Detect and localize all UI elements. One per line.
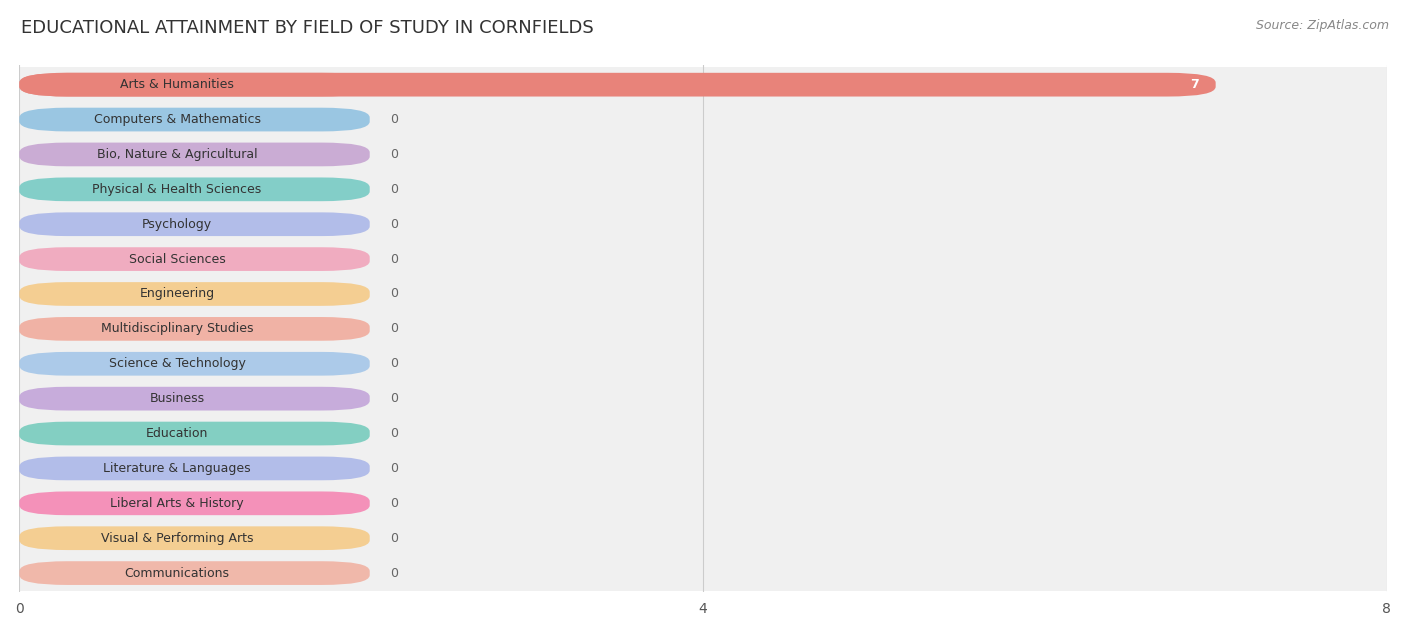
FancyBboxPatch shape	[20, 526, 370, 550]
FancyBboxPatch shape	[20, 312, 1386, 346]
Text: 0: 0	[391, 357, 398, 370]
FancyBboxPatch shape	[20, 492, 370, 515]
FancyBboxPatch shape	[20, 352, 370, 375]
FancyBboxPatch shape	[20, 73, 370, 97]
FancyBboxPatch shape	[20, 73, 1216, 97]
FancyBboxPatch shape	[20, 457, 370, 480]
Text: Engineering: Engineering	[139, 288, 215, 300]
Text: 0: 0	[391, 288, 398, 300]
Text: 0: 0	[391, 113, 398, 126]
FancyBboxPatch shape	[20, 102, 1386, 137]
Text: Literature & Languages: Literature & Languages	[103, 462, 250, 475]
FancyBboxPatch shape	[20, 213, 370, 236]
FancyBboxPatch shape	[20, 177, 370, 201]
Text: 0: 0	[391, 322, 398, 336]
Text: 0: 0	[391, 218, 398, 231]
FancyBboxPatch shape	[20, 346, 1386, 381]
Text: Education: Education	[146, 427, 208, 440]
FancyBboxPatch shape	[20, 317, 370, 341]
Text: Business: Business	[149, 392, 205, 405]
Text: 0: 0	[391, 252, 398, 266]
FancyBboxPatch shape	[20, 521, 1386, 556]
FancyBboxPatch shape	[20, 143, 370, 167]
Text: 0: 0	[391, 532, 398, 545]
FancyBboxPatch shape	[20, 242, 1386, 276]
Text: 7: 7	[1189, 78, 1198, 91]
Text: EDUCATIONAL ATTAINMENT BY FIELD OF STUDY IN CORNFIELDS: EDUCATIONAL ATTAINMENT BY FIELD OF STUDY…	[21, 19, 593, 37]
Text: 0: 0	[391, 148, 398, 161]
Text: Computers & Mathematics: Computers & Mathematics	[94, 113, 260, 126]
Text: 0: 0	[391, 183, 398, 196]
FancyBboxPatch shape	[20, 422, 370, 445]
Text: Psychology: Psychology	[142, 218, 212, 231]
Text: Science & Technology: Science & Technology	[108, 357, 246, 370]
Text: 0: 0	[391, 392, 398, 405]
Text: Physical & Health Sciences: Physical & Health Sciences	[93, 183, 262, 196]
FancyBboxPatch shape	[20, 172, 1386, 207]
Text: 0: 0	[391, 462, 398, 475]
Text: Liberal Arts & History: Liberal Arts & History	[110, 497, 243, 510]
FancyBboxPatch shape	[20, 561, 370, 585]
Text: Multidisciplinary Studies: Multidisciplinary Studies	[101, 322, 253, 336]
FancyBboxPatch shape	[20, 276, 1386, 312]
Text: Source: ZipAtlas.com: Source: ZipAtlas.com	[1256, 19, 1389, 32]
Text: Arts & Humanities: Arts & Humanities	[120, 78, 233, 91]
FancyBboxPatch shape	[20, 416, 1386, 451]
Text: 0: 0	[391, 427, 398, 440]
FancyBboxPatch shape	[20, 207, 1386, 242]
FancyBboxPatch shape	[20, 68, 1386, 102]
Text: Communications: Communications	[125, 567, 229, 580]
FancyBboxPatch shape	[20, 108, 370, 131]
FancyBboxPatch shape	[20, 282, 370, 306]
Text: 0: 0	[391, 497, 398, 510]
Text: 0: 0	[391, 567, 398, 580]
FancyBboxPatch shape	[20, 387, 370, 411]
Text: Social Sciences: Social Sciences	[129, 252, 225, 266]
FancyBboxPatch shape	[20, 247, 370, 271]
Text: Visual & Performing Arts: Visual & Performing Arts	[101, 532, 253, 545]
Text: Bio, Nature & Agricultural: Bio, Nature & Agricultural	[97, 148, 257, 161]
FancyBboxPatch shape	[20, 556, 1386, 591]
FancyBboxPatch shape	[20, 486, 1386, 521]
FancyBboxPatch shape	[20, 137, 1386, 172]
FancyBboxPatch shape	[20, 381, 1386, 416]
FancyBboxPatch shape	[20, 451, 1386, 486]
